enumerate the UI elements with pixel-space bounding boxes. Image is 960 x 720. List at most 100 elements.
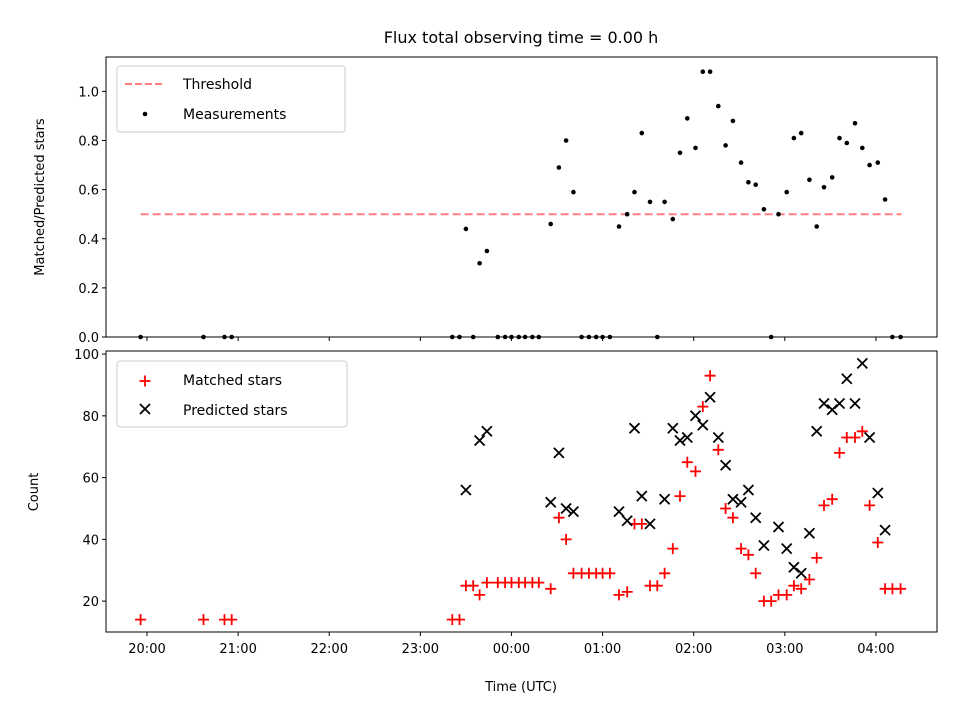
measurement-point	[624, 211, 630, 217]
threshold-legend-label: Threshold	[182, 77, 252, 93]
matched-star-point	[895, 583, 907, 595]
matched-star-point	[690, 465, 701, 477]
measurement-point	[875, 160, 881, 165]
measurement-point	[700, 69, 706, 74]
chart-title: Flux total observing time = 0.00 h	[384, 28, 659, 47]
matched-star-point	[750, 567, 762, 579]
predicted-star-point	[712, 431, 724, 444]
ratio-ytick-tick-label: 0.8	[78, 135, 99, 150]
xtick-label: 21:00	[219, 642, 256, 657]
count-legend-box	[116, 360, 348, 428]
measurement-point	[814, 224, 819, 229]
measurement-point	[807, 177, 812, 183]
predicted-star-point	[781, 542, 793, 555]
matched-star-point	[533, 577, 545, 589]
matched-star-point	[704, 370, 716, 382]
predicted-star-point	[818, 397, 830, 410]
matched-star-point	[481, 577, 493, 589]
measurement-point	[670, 216, 676, 222]
measurement-point	[563, 138, 569, 143]
predicted-star-point	[872, 487, 884, 499]
matched-star-point	[659, 567, 671, 579]
matched-star-point	[765, 595, 777, 607]
ratio-ytick-tick-label: 0.4	[78, 233, 99, 248]
predicted-star-point	[621, 515, 633, 527]
predicted-star-point	[727, 493, 739, 505]
measurement-point	[477, 261, 482, 266]
matched-star-point	[788, 580, 800, 592]
predicted-star-point	[863, 431, 876, 444]
measurement-point	[662, 199, 667, 205]
matched-star-point	[720, 503, 732, 514]
predicted-legend-marker	[139, 403, 151, 415]
matched-star-point	[818, 499, 830, 511]
measurement-point	[677, 150, 683, 156]
matched-star-point	[545, 583, 557, 595]
measurement-point	[844, 140, 850, 146]
matched-star-point	[467, 580, 479, 592]
predicted-star-point	[689, 410, 702, 422]
matched-star-point	[560, 533, 572, 545]
measurement-point	[746, 180, 751, 185]
measurement-point	[685, 116, 690, 121]
count-ytick-tick-label: 100	[74, 348, 99, 363]
predicted-star-point	[803, 527, 816, 539]
predicted-star-point	[460, 484, 472, 496]
measurement-point	[821, 184, 827, 190]
count-ytick-tick-label: 20	[82, 595, 99, 610]
count-plot-frame	[105, 350, 938, 633]
predicted-star-point	[560, 502, 572, 515]
xtick-label: 20:00	[128, 642, 165, 657]
predicted-star-point	[833, 397, 846, 410]
count-legend: Matched stars Predicted stars	[116, 360, 348, 428]
measurement-point	[882, 197, 888, 202]
measurement-point	[639, 130, 645, 136]
matched-star-point	[198, 614, 209, 626]
xtick-label: 04:00	[857, 642, 894, 657]
matched-star-point	[872, 537, 884, 548]
predicted-star-point	[704, 391, 716, 403]
predicted-star-point	[750, 512, 762, 524]
matched-star-point	[712, 444, 724, 456]
ratio-ylabel: Matched/Predicted stars	[33, 118, 48, 276]
matched-star-point	[613, 589, 625, 601]
predicted-star-point	[681, 431, 693, 444]
predicted-star-point	[849, 397, 861, 410]
predicted-star-point	[613, 505, 625, 518]
ratio-legend: Threshold Measurements	[116, 65, 346, 133]
xtick-label: 02:00	[675, 642, 712, 657]
matched-star-point	[697, 401, 709, 413]
measurement-point	[463, 226, 469, 232]
predicted-star-point	[658, 493, 671, 505]
predicted-star-point	[697, 419, 709, 431]
measurement-point	[784, 189, 789, 195]
ratio-ytick-tick-label: 0.2	[78, 282, 99, 297]
matched-star-point	[636, 518, 648, 530]
count-ytick-tick-label: 60	[82, 472, 99, 487]
count-ylabel: Count	[27, 473, 42, 512]
xtick-label: 01:00	[584, 642, 621, 657]
measurement-point	[867, 162, 872, 168]
matched-star-point	[864, 499, 876, 511]
matched-star-point	[781, 589, 793, 601]
measurement-point	[761, 207, 767, 212]
measurement-point	[776, 211, 781, 217]
measurement-point	[693, 145, 698, 151]
measurement-point	[798, 130, 804, 136]
predicted-star-point	[772, 521, 785, 533]
predicted-star-point	[856, 357, 868, 370]
predicted-star-point	[567, 505, 580, 518]
matched-star-point	[681, 456, 693, 468]
matched-star-point	[727, 512, 739, 524]
ratio-ytick-tick-label: 0.0	[78, 331, 99, 346]
xtick-label: 03:00	[766, 642, 803, 657]
ratio-plot-frame	[105, 56, 938, 338]
count-ytick-tick-label: 80	[82, 410, 99, 425]
matched-star-point	[849, 432, 861, 443]
measurements-legend-marker	[142, 111, 148, 117]
measurement-point	[716, 103, 721, 109]
measurement-point	[730, 118, 736, 124]
ratio-ytick-tick-label: 1.0	[78, 85, 99, 100]
x-axis-label: Time (UTC)	[484, 680, 557, 695]
